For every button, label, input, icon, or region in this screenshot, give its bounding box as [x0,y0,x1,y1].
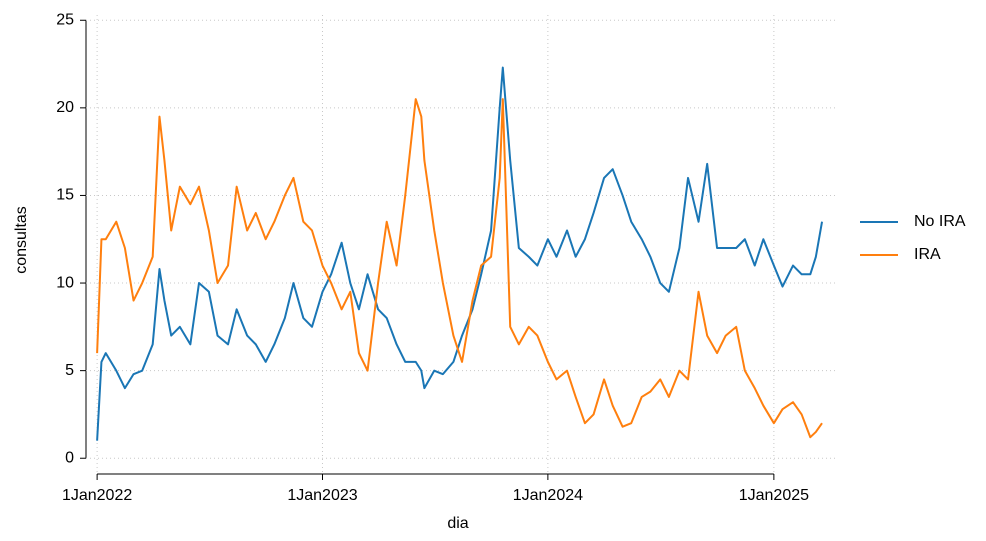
x-tick-label: 1Jan2023 [287,487,357,504]
data-line [96,98,823,439]
x-tick-label: 1Jan2024 [513,487,583,504]
x-axis-title: dia [447,515,468,532]
data-line [96,66,824,441]
y-axis-title: consultas [13,206,30,274]
y-tick-label: 15 [56,187,74,204]
y-tick-label: 20 [56,99,74,116]
y-tick-label: 0 [65,449,74,466]
y-tick-label: 25 [56,11,74,28]
y-tick-label: 5 [65,362,74,379]
y-tick-label: 10 [56,274,74,291]
legend-label: No IRA [914,213,966,230]
x-tick-label: 1Jan2025 [739,487,809,504]
legend-label: IRA [914,246,941,263]
x-tick-label: 1Jan2022 [62,487,132,504]
